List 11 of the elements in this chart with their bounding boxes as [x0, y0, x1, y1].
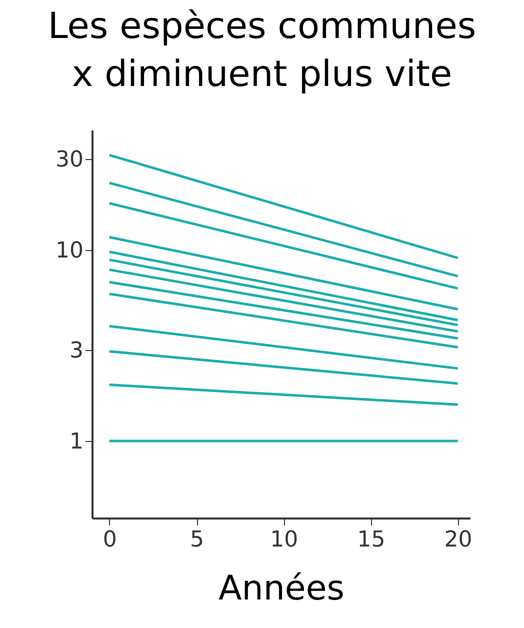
x-tick-label: 20 [444, 528, 472, 552]
y-tick-label: 30 [56, 148, 84, 173]
chart-title: Les espèces communes x diminuent plus vite [48, 6, 476, 95]
x-tick-label: 0 [102, 528, 117, 552]
y-tick-label: 1 [70, 430, 84, 455]
x-tick-label: 10 [270, 528, 298, 552]
x-tick-label: 15 [357, 528, 386, 552]
x-axis-title: Années [218, 568, 344, 608]
y-tick-label: 3 [70, 338, 84, 364]
y-tick-label: 10 [56, 238, 84, 264]
x-tick-label: 5 [190, 528, 204, 552]
